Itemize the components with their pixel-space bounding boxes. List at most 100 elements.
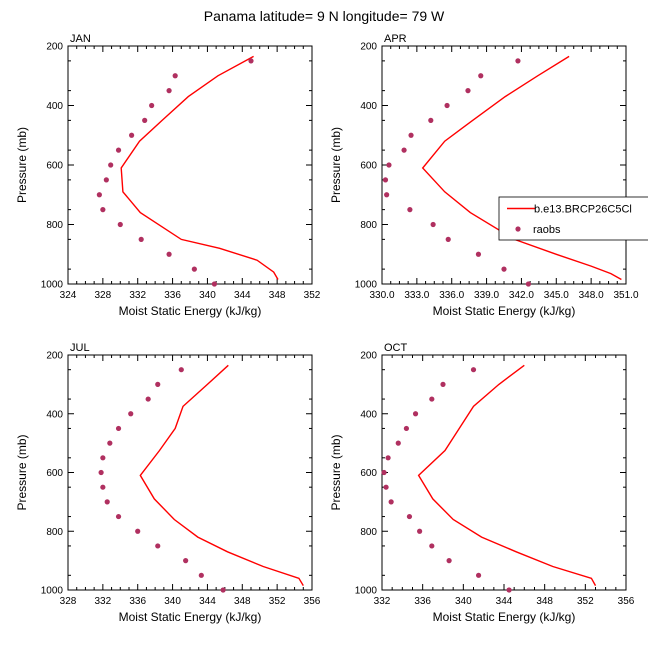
raobs-point-oct [388, 499, 394, 505]
legend-label-model: b.e13.BRCP26C5Cl [534, 204, 632, 216]
raobs-point-jul [98, 469, 104, 476]
x-axis-label-jan: Moist Static Energy (kJ/kg) [119, 304, 262, 318]
raobs-point-oct [446, 558, 452, 564]
raobs-point-jul [155, 543, 161, 549]
xtick-label-apr: 330.0 [369, 290, 394, 301]
raobs-point-jan [166, 88, 172, 94]
raobs-point-apr [465, 88, 471, 94]
panel-title-jan: JAN [70, 33, 91, 45]
xtick-label-jul: 356 [304, 596, 321, 607]
panel-apr: APR 330.0 333.0 336.0 339.0 342.0 345.0 348.0 35… [329, 33, 639, 318]
raobs-point-oct [429, 396, 435, 402]
raobs-point-jan [166, 251, 172, 257]
ytick-label-oct: 400 [360, 409, 377, 420]
raobs-point-oct [475, 572, 482, 578]
y-axis-label-oct: Pressure (mb) [329, 434, 343, 510]
y-axis-label-jan: Pressure (mb) [15, 127, 29, 203]
xtick-label-jan: 352 [304, 290, 321, 301]
ytick-label-jul: 600 [46, 468, 63, 479]
xtick-label-jan: 328 [95, 290, 112, 301]
raobs-point-jul [128, 411, 134, 417]
raobs-point-oct [383, 484, 389, 490]
raobs-point-apr [501, 266, 507, 272]
xtick-label-apr: 342.0 [509, 290, 534, 301]
xtick-label-apr: 351.0 [613, 290, 638, 301]
raobs-point-jan [96, 192, 102, 198]
main-title: Panama latitude= 9 N longitude= 79 W [204, 8, 445, 24]
plot-frame-jan [67, 45, 313, 285]
raobs-point-oct [412, 411, 419, 417]
raobs-point-apr [384, 192, 390, 198]
xtick-label-jul: 328 [60, 596, 77, 607]
raobs-point-jan [211, 281, 217, 287]
raobs-point-jan [117, 221, 123, 228]
xtick-label-oct: 352 [577, 596, 594, 607]
raobs-point-apr [428, 117, 434, 123]
raobs-point-jul [115, 425, 122, 432]
xtick-label-jul: 352 [269, 596, 286, 607]
raobs-point-oct [440, 381, 446, 387]
ytick-label-apr: 400 [360, 101, 377, 112]
raobs-point-oct [395, 440, 401, 446]
raobs-point-jul [115, 513, 122, 520]
ytick-label-apr: 1000 [355, 280, 378, 291]
raobs-point-oct [429, 543, 435, 549]
raobs-point-jul [100, 484, 106, 490]
ytick-label-jan: 400 [46, 101, 63, 112]
legend-box [498, 196, 648, 241]
panel-title-jul: JUL [70, 342, 90, 354]
xtick-label-apr: 345.0 [544, 290, 569, 301]
raobs-point-jul [107, 440, 113, 446]
raobs-point-oct [385, 455, 391, 461]
raobs-point-apr [515, 58, 521, 64]
raobs-point-jul [155, 381, 161, 387]
xtick-label-jan: 348 [269, 290, 286, 301]
xtick-label-oct: 332 [374, 596, 391, 607]
raobs-point-apr [407, 207, 413, 213]
panel-title-apr: APR [384, 33, 407, 45]
model-line-jan [120, 55, 279, 280]
raobs-point-oct [381, 469, 387, 476]
raobs-point-jul [198, 572, 204, 578]
xtick-label-oct: 356 [618, 596, 635, 607]
raobs-point-apr [475, 251, 482, 257]
y-axis-label-jul: Pressure (mb) [15, 434, 29, 510]
raobs-point-apr [445, 236, 451, 242]
raobs-point-jan [108, 162, 114, 168]
raobs-point-jul [145, 396, 151, 402]
xtick-label-apr: 348.0 [579, 290, 604, 301]
ytick-label-jan: 1000 [41, 280, 64, 291]
model-line-oct [417, 364, 597, 586]
raobs-point-jul [178, 367, 184, 373]
legend-marker-swatch [515, 226, 521, 232]
raobs-point-apr [401, 147, 407, 153]
ytick-label-jan: 600 [46, 161, 63, 172]
raobs-point-apr [430, 221, 436, 228]
raobs-point-jan [248, 58, 254, 64]
raobs-point-oct [506, 587, 512, 593]
raobs-point-jul [135, 528, 141, 534]
xtick-label-jul: 332 [95, 596, 112, 607]
panel-title-oct: OCT [384, 342, 408, 354]
x-axis-label-oct: Moist Static Energy (kJ/kg) [433, 610, 576, 624]
raobs-point-apr [386, 162, 392, 168]
raobs-point-oct [403, 425, 409, 432]
ytick-label-jul: 800 [46, 527, 63, 538]
raobs-point-apr [382, 177, 389, 183]
ytick-label-oct: 800 [360, 527, 377, 538]
raobs-point-jan [100, 207, 106, 213]
xtick-label-jan: 336 [164, 290, 181, 301]
xtick-label-jan: 324 [60, 290, 77, 301]
xtick-label-oct: 336 [414, 596, 431, 607]
xtick-label-oct: 344 [496, 596, 513, 607]
ytick-label-apr: 800 [360, 220, 377, 231]
legend: b.e13.BRCP26C5Cl raobs [498, 196, 648, 241]
panel-jan: JAN 324 328 332 336 340 344 348 352 200 400 600 800 1… [15, 33, 321, 318]
xtick-label-jul: 336 [129, 596, 146, 607]
model-line-apr [421, 55, 622, 281]
raobs-point-apr [408, 132, 414, 138]
plot-frame-apr [381, 45, 627, 285]
xtick-label-jul: 340 [164, 596, 181, 607]
raobs-point-jan [129, 132, 135, 138]
